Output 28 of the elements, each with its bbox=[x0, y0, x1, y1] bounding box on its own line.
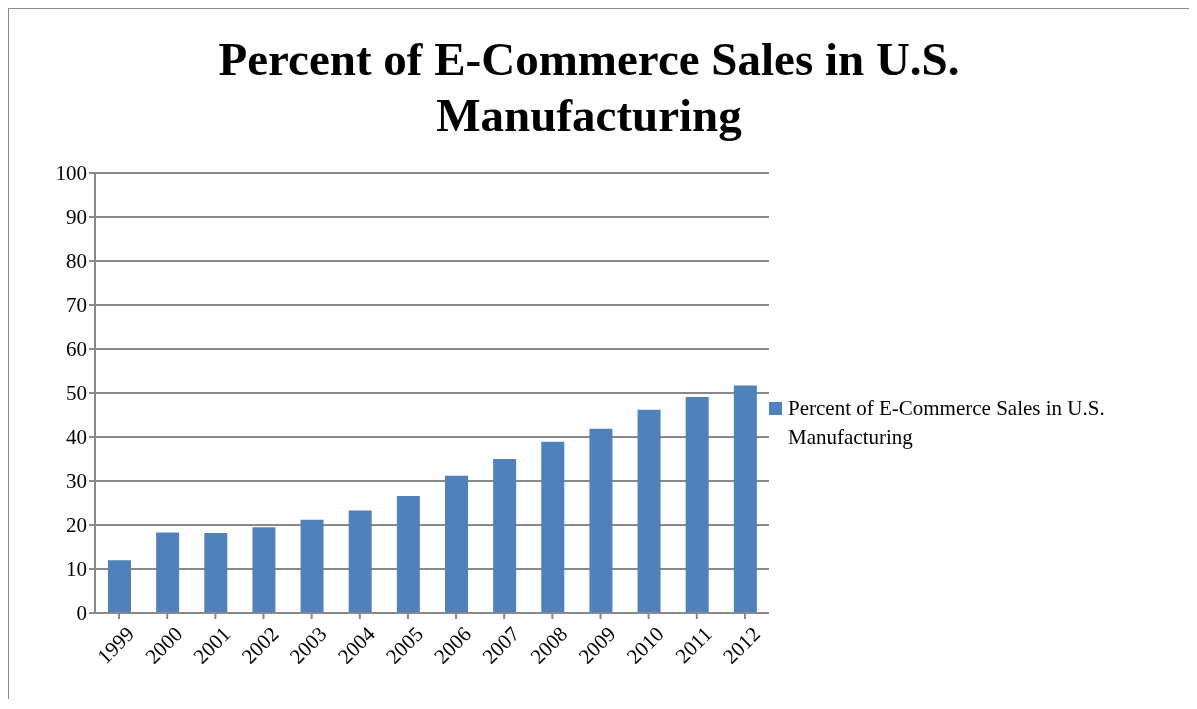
y-tick-label: 20 bbox=[66, 513, 87, 538]
bar bbox=[685, 396, 709, 613]
bar bbox=[108, 560, 131, 613]
bar bbox=[733, 385, 757, 613]
bar bbox=[300, 519, 324, 613]
y-tick-label: 100 bbox=[55, 161, 87, 186]
y-tick-label: 80 bbox=[66, 249, 87, 274]
y-tick-label: 70 bbox=[66, 293, 87, 318]
bar bbox=[348, 510, 372, 613]
bar bbox=[589, 428, 613, 613]
y-tick-label: 30 bbox=[66, 469, 87, 494]
y-tick-label: 90 bbox=[66, 205, 87, 230]
y-tick-label: 10 bbox=[66, 557, 87, 582]
bar bbox=[156, 532, 180, 613]
bar bbox=[637, 409, 661, 613]
y-tick-label: 50 bbox=[66, 381, 87, 406]
bar bbox=[204, 532, 228, 613]
bar bbox=[396, 495, 420, 613]
y-tick-label: 0 bbox=[76, 601, 87, 626]
legend-label: Percent of E-Commerce Sales in U.S. Manufacturing bbox=[788, 395, 1106, 451]
bar bbox=[252, 527, 276, 613]
bar bbox=[445, 475, 468, 613]
bar bbox=[493, 459, 517, 613]
y-tick-label: 40 bbox=[66, 425, 87, 450]
chart-title: Percent of E-Commerce Sales in U.S. Manufacturing bbox=[217, 32, 961, 143]
y-tick-label: 60 bbox=[66, 337, 87, 362]
x-tick-label: 2001 bbox=[188, 621, 236, 669]
bar bbox=[541, 441, 565, 613]
